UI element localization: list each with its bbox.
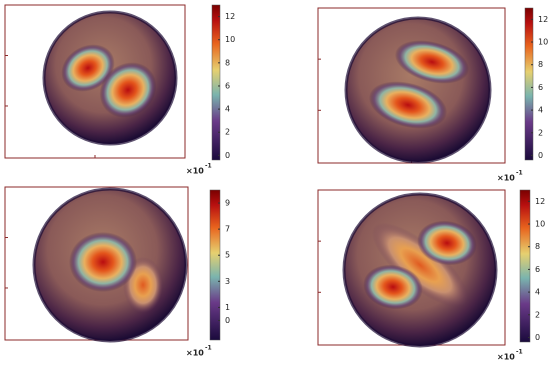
colorbar bbox=[211, 4, 221, 161]
colorbar-tick-label: 12 bbox=[538, 15, 548, 24]
colorbar bbox=[524, 7, 534, 161]
sphere-rim bbox=[32, 187, 188, 343]
colorbar-tick-label: 12 bbox=[225, 12, 235, 21]
colorbar-tick-label: 0 bbox=[538, 151, 543, 160]
colorbar-tick-label: 8 bbox=[225, 58, 230, 67]
colorbar-tick-label: 6 bbox=[535, 265, 540, 274]
heat-blob bbox=[371, 222, 469, 308]
multiplier: ×10 bbox=[186, 349, 204, 358]
multiplier: ×10 bbox=[186, 167, 204, 176]
heat-blob bbox=[368, 81, 448, 129]
sphere-rim bbox=[42, 10, 178, 146]
panel: 0 2 4 6 8 10 12 ×10-1 bbox=[4, 4, 235, 176]
panel: 0 1 3 5 7 9 ×10-1 bbox=[4, 186, 230, 358]
sphere-rim bbox=[342, 192, 498, 348]
colorbar-tick-label: 2 bbox=[535, 310, 540, 319]
colorbar-tick-label: 6 bbox=[225, 81, 230, 90]
colorbar-tick-label: 4 bbox=[225, 105, 230, 114]
colorbar-tick-label: 0 bbox=[225, 151, 230, 160]
colorbar-tick-label: 0 bbox=[535, 333, 540, 342]
heat-blobs bbox=[368, 40, 470, 129]
colorbar-tick-label: 10 bbox=[535, 220, 545, 229]
heat-blobs bbox=[61, 44, 157, 118]
multiplier-power: -1 bbox=[205, 345, 212, 352]
colorbar-tick-label: 10 bbox=[225, 35, 235, 44]
heat-blobs bbox=[69, 232, 163, 313]
panel: 0 2 4 6 8 10 12 ×10-1 bbox=[317, 189, 545, 362]
multiplier-power: -1 bbox=[516, 170, 523, 177]
colorbar-tick-label: 5 bbox=[225, 251, 230, 260]
colorbar-tick-label: 4 bbox=[535, 288, 540, 297]
colorbar-tick-label: 4 bbox=[538, 106, 543, 115]
heat-blob bbox=[99, 62, 157, 118]
colorbar-tick-label: 12 bbox=[535, 197, 545, 206]
heat-blob bbox=[363, 264, 423, 310]
colorbar bbox=[209, 189, 221, 341]
colorbar-tick-label: 8 bbox=[535, 242, 540, 251]
colorbar-tick-label: 1 bbox=[225, 303, 230, 312]
colorbar-tick-label: 0 bbox=[225, 316, 230, 325]
multiplier: ×10 bbox=[497, 353, 515, 362]
heat-blobs bbox=[363, 220, 477, 310]
heat-blob bbox=[394, 40, 470, 84]
multiplier-power: -1 bbox=[205, 163, 212, 170]
heat-blob bbox=[61, 44, 115, 92]
multiplier-power: -1 bbox=[516, 349, 523, 356]
colorbar-tick-label: 2 bbox=[225, 128, 230, 137]
colorbar bbox=[519, 189, 531, 343]
multiplier: ×10 bbox=[497, 174, 515, 183]
colorbar-tick-label: 2 bbox=[538, 128, 543, 137]
heat-blob bbox=[69, 232, 137, 292]
colorbar-tick-label: 7 bbox=[225, 225, 230, 234]
colorbar-tick-label: 6 bbox=[538, 83, 543, 92]
panel: 0 2 4 6 8 10 12 ×10-1 bbox=[317, 7, 548, 183]
colorbar-tick-label: 9 bbox=[225, 199, 230, 208]
heat-blob bbox=[417, 220, 477, 266]
colorbar-tick-label: 10 bbox=[538, 38, 548, 47]
colorbar-tick-label: 8 bbox=[538, 60, 543, 69]
sphere-rim bbox=[344, 16, 492, 164]
colorbar-tick-label: 3 bbox=[225, 277, 230, 286]
